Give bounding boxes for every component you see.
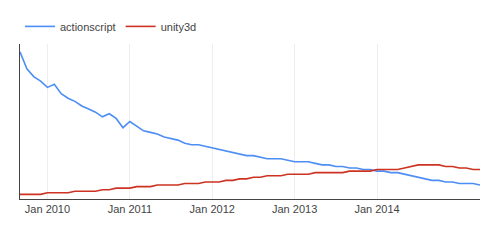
svg-text:actionscript: actionscript [60,21,116,33]
svg-text:Jan 2010: Jan 2010 [25,203,70,215]
svg-text:unity3d: unity3d [161,21,196,33]
svg-text:Jan 2013: Jan 2013 [272,203,317,215]
svg-text:Jan 2011: Jan 2011 [108,203,152,215]
svg-text:Jan 2014: Jan 2014 [354,203,399,215]
svg-text:Jan 2012: Jan 2012 [190,203,235,215]
